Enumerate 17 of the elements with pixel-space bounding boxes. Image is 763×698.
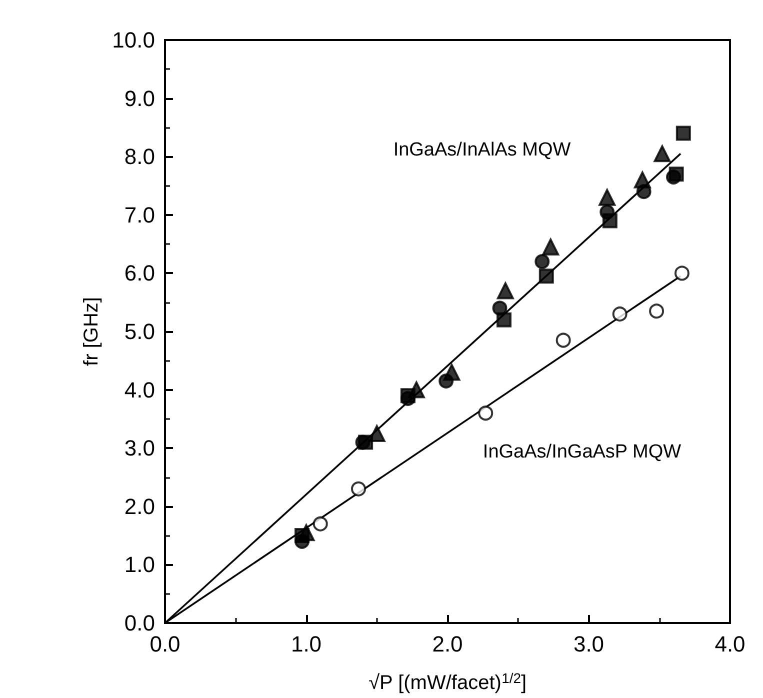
annotation: InGaAs/InGaAsP MQW <box>482 442 682 462</box>
y-tick-label: 3.0 <box>124 436 155 461</box>
y-tick-label: 1.0 <box>124 552 155 578</box>
x-tick-label: 4.0 <box>714 632 746 656</box>
x-tick-label: 2.0 <box>432 632 463 656</box>
y-tick-label: 10.0 <box>112 28 155 52</box>
x-tick-label: 1.0 <box>290 632 322 656</box>
y-tick-label: 2.0 <box>124 494 155 519</box>
y-tick-label: 6.0 <box>124 260 155 286</box>
y-tick-label: 8.0 <box>124 144 155 170</box>
annotation: InGaAs/InAlAs MQW <box>393 140 571 160</box>
y-tick-label: 7.0 <box>124 202 155 228</box>
y-tick-label: 5.0 <box>124 319 155 344</box>
x-tick-label: 3.0 <box>573 632 604 656</box>
y-axis-title: fr [GHz] <box>80 297 102 366</box>
y-tick-label: 4.0 <box>124 377 155 402</box>
y-tick-label: 9.0 <box>124 86 155 111</box>
